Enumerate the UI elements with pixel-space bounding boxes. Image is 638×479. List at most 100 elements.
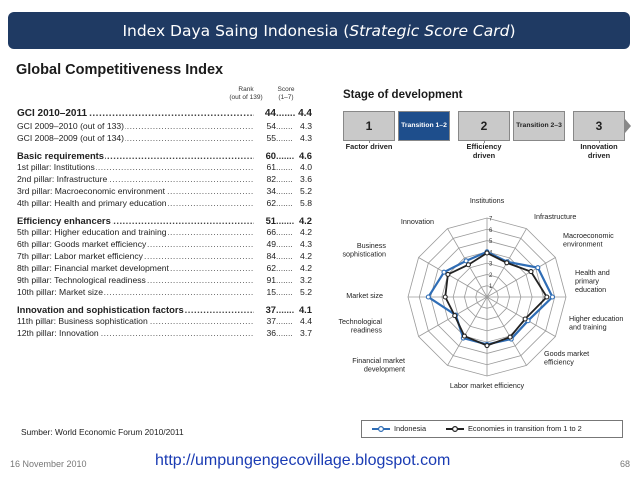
axis-label: Institutions xyxy=(470,196,505,205)
row-rank: 36 xyxy=(254,328,276,338)
leader-dots: ....... xyxy=(276,227,293,237)
axis-spoke xyxy=(486,257,556,298)
row-rank: 82 xyxy=(254,174,276,184)
axis-label: Financial market development xyxy=(352,356,405,374)
stage-label: Efficiency driven xyxy=(466,142,502,160)
table-row: ........................................… xyxy=(17,150,317,162)
row-rank: 15 xyxy=(254,287,276,297)
data-point xyxy=(504,260,510,266)
tick-label: 7 xyxy=(489,217,493,223)
data-point xyxy=(484,342,490,349)
table-row: ........................................… xyxy=(17,121,317,133)
legend-item: Indonesia xyxy=(372,424,426,433)
table-row: ........................................… xyxy=(17,316,317,328)
row-score: 4.2 xyxy=(300,251,312,261)
axis-label: Health and primary education xyxy=(575,268,610,294)
row-label: 4th pillar: Health and primary education xyxy=(17,198,168,208)
data-point xyxy=(463,258,469,264)
data-point xyxy=(425,294,431,300)
radar-chart: 1234567InstitutionsInfrastructureMacroec… xyxy=(338,196,623,390)
row-label: 9th pillar: Technological readiness xyxy=(17,275,147,285)
row-score: 5.2 xyxy=(300,186,312,196)
table-row: ........................................… xyxy=(17,304,317,316)
footer-date: 16 November 2010 xyxy=(10,459,87,469)
data-point xyxy=(528,269,534,275)
leader-dots: ....... xyxy=(276,215,295,226)
source-note: Sumber: World Economic Forum 2010/2011 xyxy=(21,427,184,437)
table-row: ........................................… xyxy=(17,275,317,287)
data-point xyxy=(544,294,550,300)
row-label: 3rd pillar: Macroeconomic environment xyxy=(17,186,167,196)
axis-label: Market size xyxy=(346,291,383,300)
leader-dots: ....... xyxy=(276,328,293,338)
tick-label: 1 xyxy=(489,284,493,290)
table-row: ........................................… xyxy=(17,215,317,227)
row-label: 6th pillar: Goods market efficiency xyxy=(17,239,148,249)
stage-connector xyxy=(484,141,485,143)
row-score: 4.4 xyxy=(298,108,312,119)
row-rank: 66 xyxy=(254,227,276,237)
axis-spoke xyxy=(447,296,488,366)
data-point xyxy=(522,316,528,322)
row-score: 5.2 xyxy=(300,287,312,297)
legend-label: Economies in transition from 1 to 2 xyxy=(468,424,582,433)
axis-label: Goods market efficiency xyxy=(544,349,589,367)
leader-dots: ........................................… xyxy=(17,150,269,161)
axis-label: Higher education and training xyxy=(569,314,623,332)
leader-dots: ....... xyxy=(276,239,293,249)
leader-dots: ....... xyxy=(276,316,293,326)
leader-dots: ....... xyxy=(276,121,293,131)
row-rank: 84 xyxy=(254,251,276,261)
leader-dots: ........................................… xyxy=(17,108,269,119)
stage-box: 3 xyxy=(573,111,625,141)
row-score: 5.8 xyxy=(300,198,312,208)
legend-item: Economies in transition from 1 to 2 xyxy=(446,424,582,433)
leader-dots: ....... xyxy=(276,108,296,119)
footer-url-link[interactable]: http://umpungengecovillage.blogspot.com xyxy=(155,452,451,469)
stage-title: Stage of development xyxy=(343,89,463,101)
data-point xyxy=(442,294,448,300)
leader-dots: ....... xyxy=(276,263,293,273)
table-row: ........................................… xyxy=(17,251,317,263)
data-point xyxy=(535,265,541,271)
axis-spoke xyxy=(418,257,488,298)
axis-label: Macroeconomic environment xyxy=(563,231,614,249)
leader-dots: ....... xyxy=(276,133,293,143)
data-point xyxy=(445,271,451,277)
table-row: ........................................… xyxy=(17,198,317,210)
axis-spoke xyxy=(486,296,527,366)
axis-label: Infrastructure xyxy=(534,212,576,221)
tick-label: 5 xyxy=(489,239,493,245)
stage-connector xyxy=(369,141,370,143)
row-score: 4.2 xyxy=(298,215,312,226)
slide-title-banner: Index Daya Saing Indonesia (Strategic Sc… xyxy=(8,12,630,49)
row-label: 7th pillar: Labor market efficiency xyxy=(17,251,144,261)
leader-dots: ....... xyxy=(276,174,293,184)
tick-label: 6 xyxy=(489,228,493,234)
stage-arrow xyxy=(625,119,631,133)
row-rank: 60 xyxy=(254,150,276,161)
row-label: GCI 2009–2010 (out of 133) xyxy=(17,121,126,131)
row-rank: 62 xyxy=(254,198,276,208)
row-rank: 91 xyxy=(254,275,276,285)
leader-dots: ....... xyxy=(276,304,295,315)
table-row: ........................................… xyxy=(17,133,317,145)
row-score: 4.0 xyxy=(300,162,312,172)
row-score: 4.3 xyxy=(300,239,312,249)
leader-dots: ....... xyxy=(276,162,293,172)
row-rank: 51 xyxy=(254,215,276,226)
row-score: 3.2 xyxy=(300,275,312,285)
row-rank: 34 xyxy=(254,186,276,196)
row-score: 4.6 xyxy=(298,150,312,161)
table-row: ........................................… xyxy=(17,227,317,239)
score-column-header: Score (1–7) xyxy=(277,86,295,101)
row-score: 4.3 xyxy=(300,121,312,131)
table-row: ........................................… xyxy=(17,174,317,186)
stage-connector xyxy=(599,141,600,143)
row-rank: 62 xyxy=(254,263,276,273)
leader-dots: ....... xyxy=(276,150,295,161)
leader-dots: ........................................… xyxy=(17,121,269,131)
row-score: 4.1 xyxy=(298,304,312,315)
stage-box: Transition 2–3 xyxy=(513,111,565,141)
data-point xyxy=(549,294,556,300)
